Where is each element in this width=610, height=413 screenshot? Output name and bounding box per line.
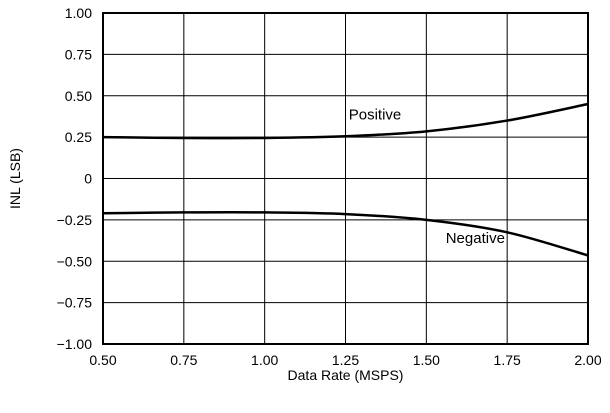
y-tick-label: 0.25 bbox=[65, 129, 92, 145]
series-annotation-positive: Positive bbox=[349, 107, 402, 124]
x-tick-label: 1.75 bbox=[494, 352, 521, 368]
x-axis-label: Data Rate (MSPS) bbox=[288, 367, 404, 383]
series-annotation-negative: Negative bbox=[446, 230, 505, 247]
plot-frame bbox=[102, 12, 589, 345]
y-tick-label: −0.25 bbox=[57, 212, 93, 228]
y-axis-label: INL (LSB) bbox=[7, 148, 23, 209]
grid-lines bbox=[103, 13, 588, 344]
y-tick-label: 0.50 bbox=[65, 88, 92, 104]
x-tick-label: 0.75 bbox=[170, 352, 197, 368]
y-tick-label: 1.00 bbox=[65, 5, 92, 21]
series-line-negative bbox=[102, 211, 589, 257]
x-tick-label: 1.00 bbox=[251, 352, 278, 368]
y-tick-label: 0 bbox=[84, 171, 92, 187]
x-tick-label: 2.00 bbox=[574, 352, 601, 368]
series-line-positive bbox=[102, 102, 589, 140]
x-tick-label: 0.50 bbox=[89, 352, 116, 368]
x-tick-label: 1.25 bbox=[332, 352, 359, 368]
y-tick-label: −0.50 bbox=[57, 253, 93, 269]
x-tick-label: 1.50 bbox=[413, 352, 440, 368]
series-annotations: Positive Negative bbox=[349, 107, 505, 247]
y-tick-label: 0.75 bbox=[65, 46, 92, 62]
tick-labels: 0.50 0.75 1.00 1.25 1.50 1.75 2.00 1.00 0.75 0.50… bbox=[57, 5, 602, 368]
y-tick-label: −0.75 bbox=[57, 295, 93, 311]
y-tick-label: −1.00 bbox=[57, 336, 93, 352]
series-lines bbox=[102, 102, 589, 257]
